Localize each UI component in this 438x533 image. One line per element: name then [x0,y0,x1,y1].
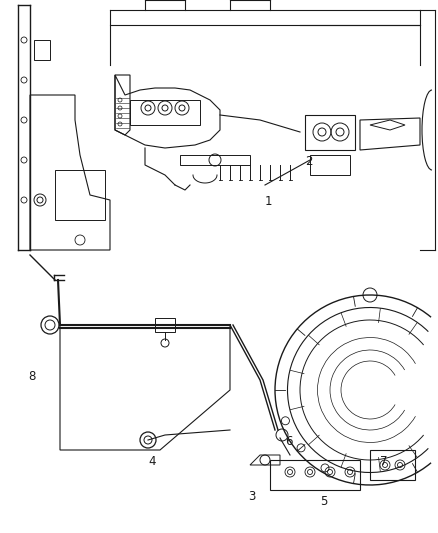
Text: 7: 7 [380,455,388,468]
Text: 1: 1 [265,195,272,208]
Text: 4: 4 [148,455,155,468]
Text: 5: 5 [320,495,327,508]
Text: 8: 8 [28,370,35,383]
Text: 3: 3 [248,490,255,503]
Text: 2: 2 [305,155,312,168]
Text: 6: 6 [285,435,293,448]
